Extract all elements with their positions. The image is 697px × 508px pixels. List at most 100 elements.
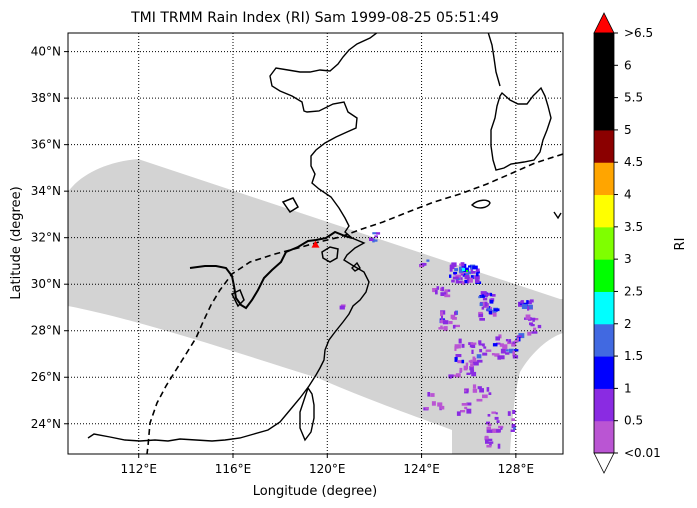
- rain-cell: [458, 268, 464, 273]
- rain-cell: [498, 355, 505, 360]
- rain-cell: [486, 305, 489, 309]
- rain-cell: [452, 374, 457, 377]
- rain-cell: [474, 275, 480, 280]
- rain-cell: [485, 293, 488, 298]
- colorbar-tick-label: 4: [624, 188, 632, 202]
- rain-cell: [500, 427, 503, 430]
- rain-cell: [436, 286, 440, 290]
- rain-cell: [496, 342, 501, 345]
- rain-cell: [479, 318, 485, 321]
- map-panel: [68, 33, 563, 454]
- rain-cell: [455, 274, 462, 278]
- rain-cell: [465, 364, 468, 370]
- rain-cell: [475, 268, 480, 272]
- rain-cell: [339, 305, 345, 310]
- rain-cell: [492, 312, 497, 317]
- rain-cell: [464, 275, 470, 280]
- colorbar-tick-label: <0.01: [624, 446, 661, 460]
- colorbar-segment: [594, 65, 614, 99]
- colorbar-tick-label: 2: [624, 317, 632, 331]
- typhoon-position-marker: [311, 240, 320, 248]
- colorbar-under-arrow: [593, 452, 615, 474]
- rain-cell: [482, 297, 488, 301]
- rain-cell: [469, 366, 474, 371]
- rain-cell: [482, 394, 488, 399]
- rain-cell: [496, 420, 500, 423]
- colorbar: <0.01 0.5 1 1.5 2 2.5 3 3.5 4 4.5 5 5.5 6 >6.5: [593, 12, 661, 474]
- rain-cell: [448, 321, 453, 325]
- rain-cell: [511, 423, 516, 429]
- rain-cell: [470, 369, 475, 374]
- colorbar-tick-label: 2.5: [624, 284, 643, 298]
- typhoon-track: [146, 153, 563, 454]
- rain-cell: [475, 279, 480, 283]
- rain-cell: [466, 270, 468, 272]
- rain-cell: [492, 309, 497, 313]
- rain-cell: [444, 294, 451, 298]
- colorbar-segment: [594, 97, 614, 131]
- lat-tick-label: 32°N: [31, 231, 61, 245]
- colorbar-segment: [594, 420, 614, 454]
- rain-cell: [471, 371, 477, 377]
- rain-cell: [369, 237, 374, 241]
- rain-cell: [454, 357, 458, 362]
- colorbar-segment: [594, 226, 614, 260]
- rain-cell: [427, 392, 431, 397]
- colorbar-segment: [594, 129, 614, 163]
- rain-cell: [453, 273, 457, 276]
- rain-cell: [470, 275, 474, 280]
- rain-cell: [466, 408, 472, 414]
- rain-cell: [458, 338, 462, 344]
- rain-cell: [468, 277, 473, 283]
- rain-cell: [475, 272, 479, 277]
- rain-cell: [464, 267, 469, 272]
- rain-cell: [460, 277, 463, 280]
- rain-cell: [527, 331, 532, 336]
- y-axis-label: Latitude (degree): [9, 186, 24, 299]
- colorbar-tick-label: 3.5: [624, 220, 643, 234]
- rain-cell: [435, 289, 438, 295]
- rain-cell: [486, 421, 490, 425]
- rain-cell: [486, 426, 491, 431]
- rain-cell: [478, 296, 481, 299]
- colorbar-segment: [594, 259, 614, 292]
- rain-cell: [489, 308, 492, 312]
- rain-cell: [451, 265, 455, 269]
- rain-cell: [530, 324, 535, 327]
- lat-tick-label: 40°N: [31, 45, 61, 59]
- rain-cell: [454, 344, 459, 349]
- colorbar-segment: [594, 194, 614, 228]
- rain-cell: [455, 354, 462, 358]
- rain-cell: [448, 374, 454, 378]
- rain-cell: [443, 326, 448, 331]
- rain-cell: [476, 354, 482, 359]
- rain-cell: [490, 292, 493, 297]
- rain-cell: [527, 300, 532, 305]
- rain-cell: [475, 278, 478, 281]
- rain-cell: [529, 322, 534, 326]
- rain-cell: [500, 348, 506, 354]
- rain-cell: [484, 301, 488, 307]
- colorbar-tick-label: 4.5: [624, 155, 643, 169]
- rain-cell: [441, 315, 443, 320]
- rain-cell: [464, 280, 468, 284]
- rain-cell: [491, 353, 495, 356]
- rain-cell: [468, 360, 471, 363]
- map-frame: [67, 32, 564, 455]
- rain-cell: [459, 266, 462, 270]
- rain-cell: [507, 341, 512, 345]
- rain-cell: [502, 344, 508, 350]
- rain-cell: [449, 268, 453, 272]
- rain-cell: [451, 279, 455, 283]
- rain-cell: [458, 344, 461, 349]
- rain-cell: [487, 414, 491, 417]
- coastline-zhoushan: [351, 261, 361, 272]
- rain-cell: [470, 269, 473, 274]
- colorbar-tick-label: 0.5: [624, 414, 643, 428]
- rain-cell: [454, 311, 457, 316]
- rain-cell: [485, 439, 489, 444]
- lon-tick-label: 120°E: [309, 462, 346, 476]
- rain-cell: [484, 435, 489, 440]
- rain-cell: [449, 264, 456, 267]
- rain-cell: [430, 393, 435, 397]
